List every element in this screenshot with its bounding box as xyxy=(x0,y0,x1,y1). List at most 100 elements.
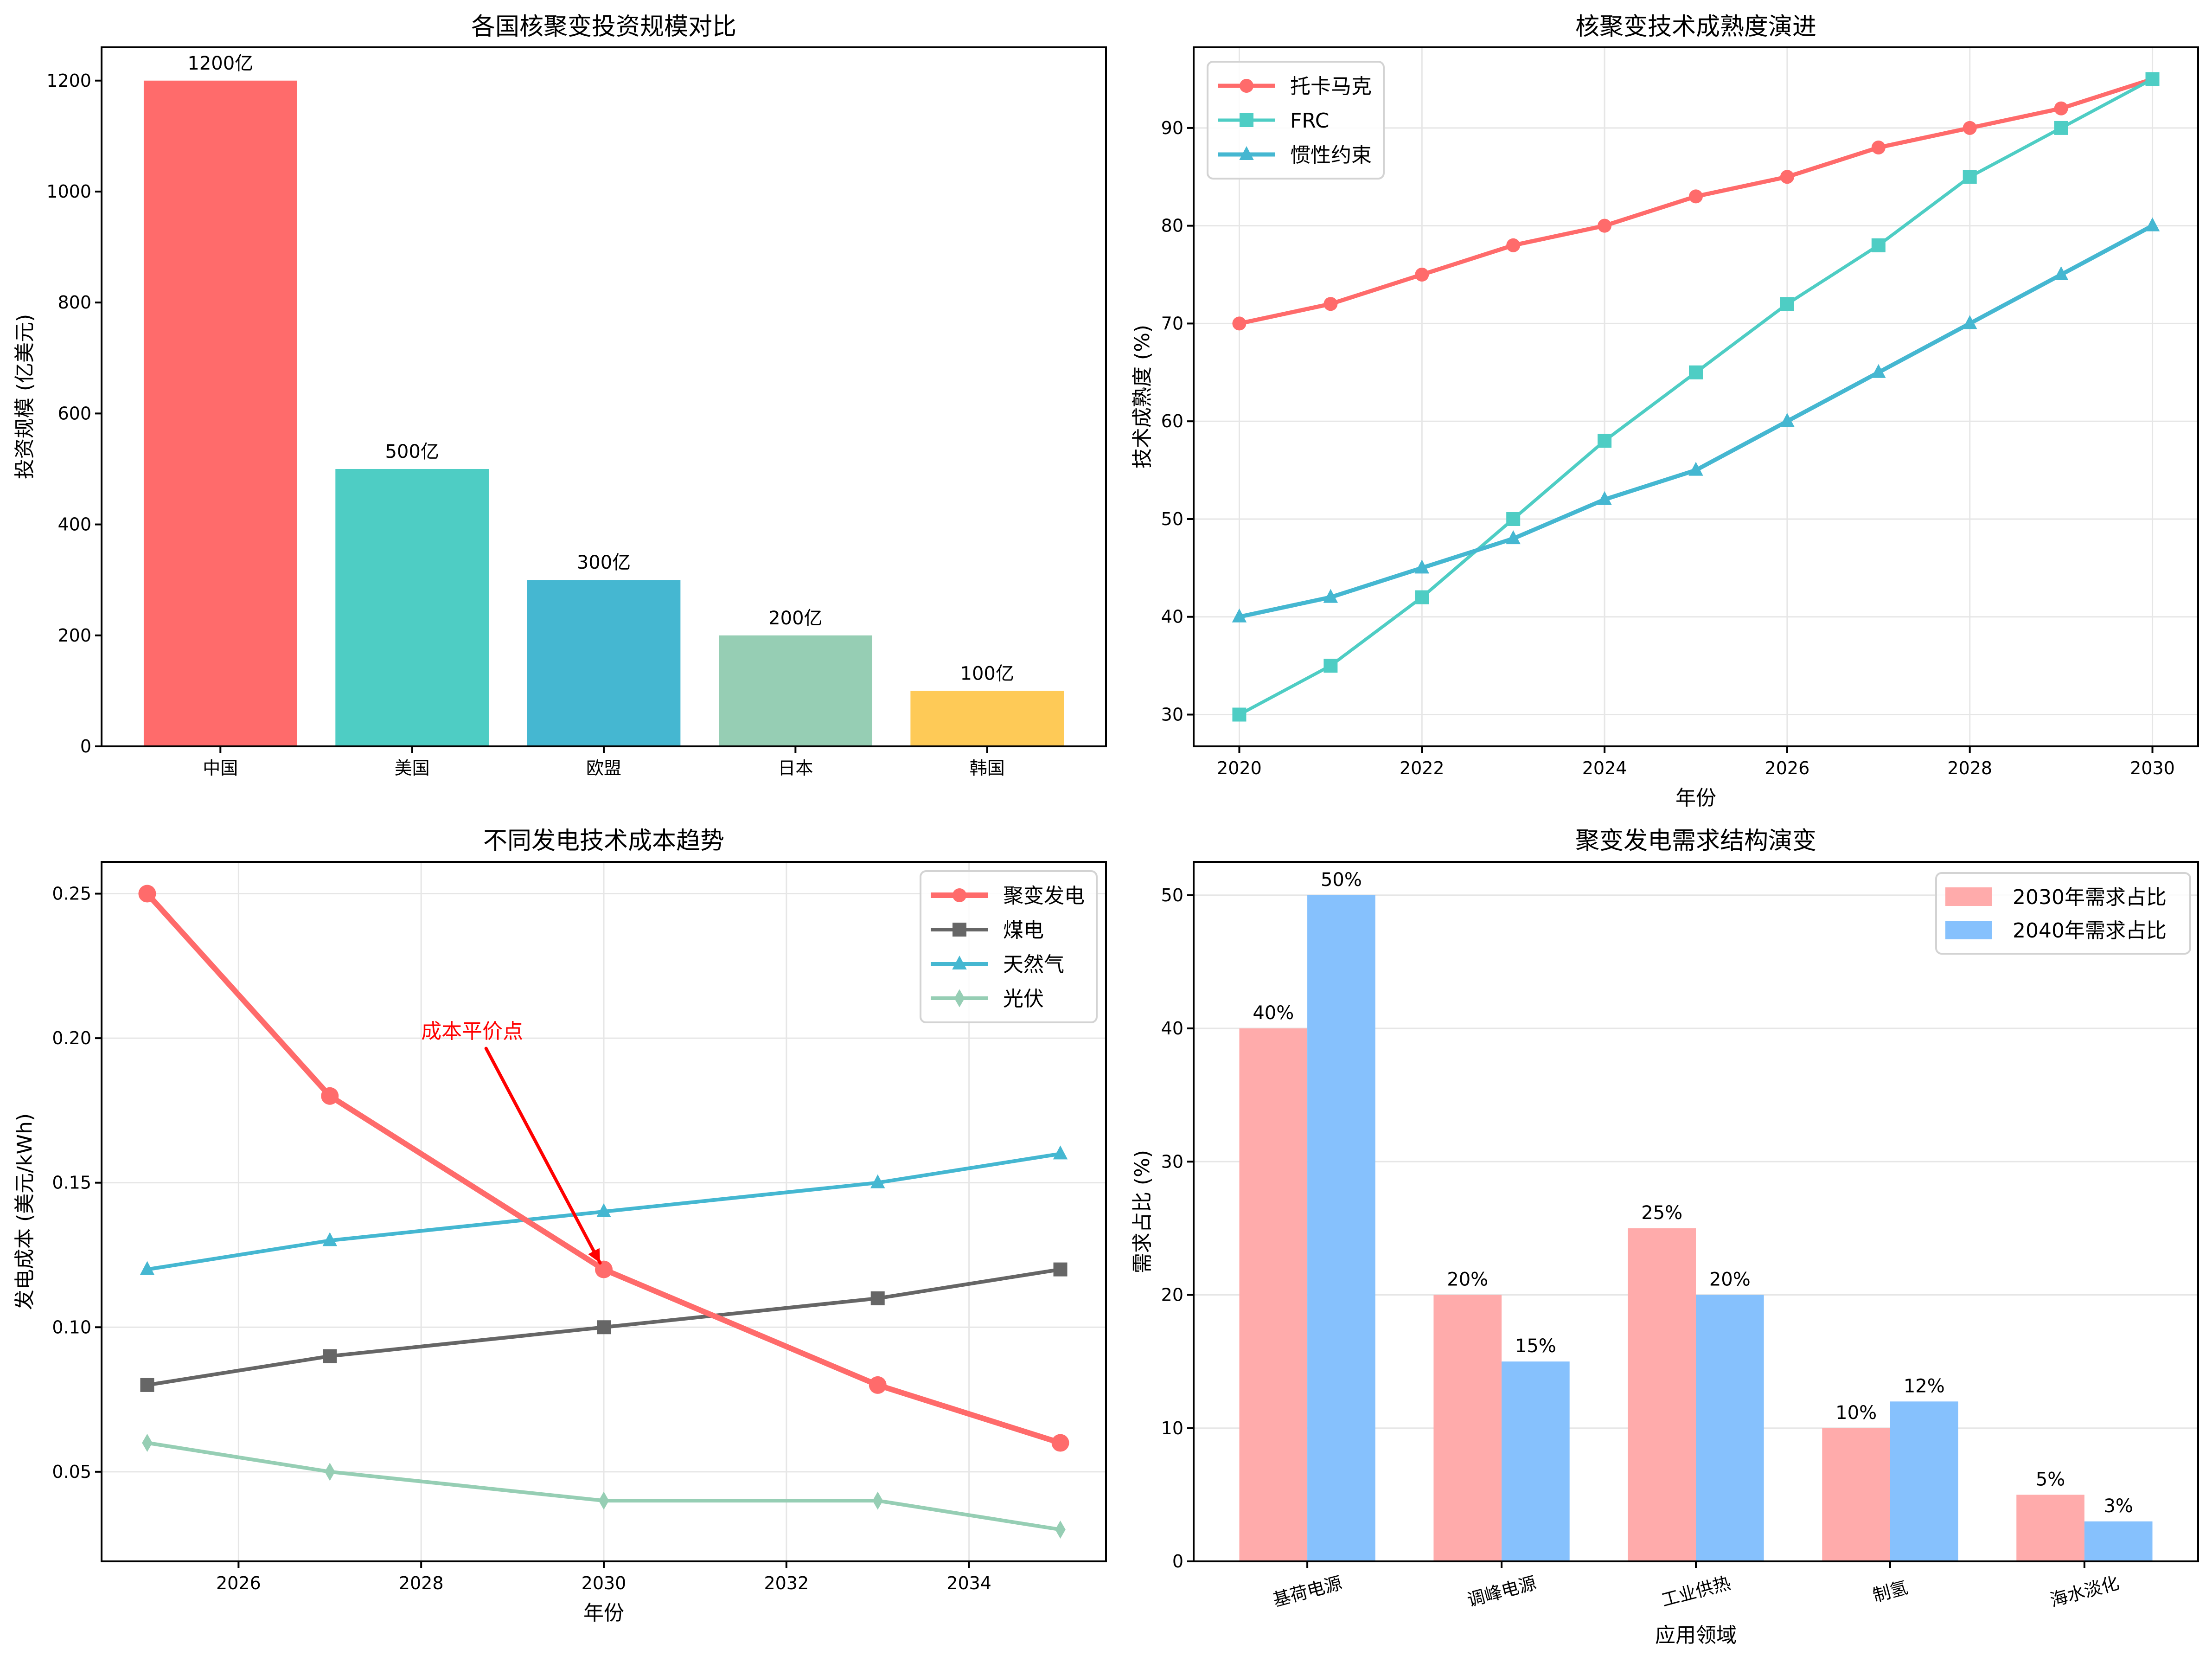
data-point xyxy=(2054,101,2068,116)
bar-value-label: 3% xyxy=(2103,1496,2133,1517)
series-triangle xyxy=(140,1145,1068,1275)
y-tick-label: 30 xyxy=(1161,705,1183,725)
bar xyxy=(1239,1028,1308,1561)
cost-chart: 不同发电技术成本趋势 年份 发电成本 (美元/kWh) 成本平价点 0.05 0.… xyxy=(13,827,1107,1625)
x-tick-label: 2030 xyxy=(2130,758,2175,778)
data-point xyxy=(870,1291,885,1305)
legend-item: 聚变发电 xyxy=(931,884,1085,908)
bar-value-label: 50% xyxy=(1321,869,1362,891)
plot-area-frame xyxy=(1193,46,2199,747)
data-point xyxy=(870,1174,885,1188)
data-point xyxy=(1689,189,1703,204)
data-point xyxy=(1053,1145,1068,1160)
chart-title: 核聚变技术成熟度演进 xyxy=(1575,13,1816,41)
y-tick-label: 90 xyxy=(1161,118,1183,138)
data-point xyxy=(1232,608,1247,623)
data-point xyxy=(1598,218,1612,233)
legend-item: FRC xyxy=(1218,109,1329,133)
data-point xyxy=(1506,512,1521,526)
data-point xyxy=(597,1320,611,1335)
data-point xyxy=(1963,170,1977,184)
series-diamond xyxy=(142,1434,1066,1539)
series-square xyxy=(1232,72,2160,722)
x-tick-label: 2024 xyxy=(1582,758,1627,778)
x-tick-label: 2032 xyxy=(764,1573,809,1593)
x-tick-label: 韩国 xyxy=(970,758,1005,778)
data-point xyxy=(1055,1520,1066,1539)
y-tick-label: 0.25 xyxy=(52,884,91,904)
data-point xyxy=(1688,462,1703,476)
data-point xyxy=(1780,413,1795,427)
y-tick-label: 0.05 xyxy=(52,1462,91,1482)
series-triangle xyxy=(1232,217,2160,623)
y-tick-label: 50 xyxy=(1161,885,1183,905)
legend-item: 天然气 xyxy=(931,953,1064,976)
data-point xyxy=(138,885,156,903)
data-point xyxy=(1597,491,1612,505)
y-tick-label: 1000 xyxy=(46,181,91,202)
x-axis-label: 年份 xyxy=(1675,786,1716,810)
bar-value-label: 15% xyxy=(1515,1335,1556,1357)
y-tick-label: 40 xyxy=(1161,607,1183,627)
data-point xyxy=(1871,364,1886,378)
series-1: 50% 15% 20% 12% 3% xyxy=(1307,869,2153,1561)
data-point xyxy=(1053,1262,1068,1277)
legend-marker xyxy=(1239,146,1254,160)
data-point xyxy=(322,1232,338,1246)
data-point xyxy=(1598,434,1612,448)
bar-value-label: 10% xyxy=(1835,1402,1877,1424)
legend-box xyxy=(1935,872,2191,955)
legend-label: 2030年需求占比 xyxy=(2013,886,2167,909)
bar-value-label: 20% xyxy=(1447,1269,1488,1290)
bar xyxy=(335,469,489,746)
data-point xyxy=(1414,559,1430,574)
bar xyxy=(910,691,1064,746)
bar-value-label: 5% xyxy=(2036,1469,2065,1490)
x-tick-label: 2020 xyxy=(1217,758,1262,778)
data-point xyxy=(321,1087,339,1105)
bar xyxy=(1890,1401,1958,1561)
x-tick-label: 2028 xyxy=(399,1573,444,1593)
data-point xyxy=(1415,590,1429,604)
legend-label: FRC xyxy=(1290,109,1329,133)
data-point xyxy=(1689,365,1703,379)
legend-item: 光伏 xyxy=(931,987,1044,1011)
bar-value-label: 500亿 xyxy=(385,441,439,462)
data-point xyxy=(869,1376,887,1394)
y-axis-label: 技术成熟度 (%) xyxy=(1131,325,1154,469)
bar-value-label: 20% xyxy=(1709,1269,1751,1290)
investment-chart: 各国核聚变投资规模对比 投资规模 (亿美元) 1200亿 500亿 300亿 200亿… xyxy=(13,13,1107,778)
data-point xyxy=(1323,297,1338,311)
data-point xyxy=(1323,659,1338,673)
bar xyxy=(1502,1361,1570,1561)
legend-item: 煤电 xyxy=(931,918,1044,942)
legend-label: 2040年需求占比 xyxy=(2013,919,2167,943)
legend-label: 光伏 xyxy=(1003,987,1044,1011)
data-point xyxy=(1962,315,1977,329)
legend-swatch xyxy=(1945,887,1992,906)
x-tick-label: 中国 xyxy=(203,758,238,778)
bar-value-label: 100亿 xyxy=(960,663,1014,684)
x-tick-label: 美国 xyxy=(395,758,430,778)
legend-item: 2040年需求占比 xyxy=(1945,919,2167,943)
data-point xyxy=(2145,72,2160,86)
x-tick-label: 2030 xyxy=(582,1573,627,1593)
bar xyxy=(2016,1495,2084,1561)
annotation-label: 成本平价点 xyxy=(421,1020,523,1043)
data-point xyxy=(1506,530,1521,545)
annotation-arrow-head xyxy=(588,1248,600,1263)
y-tick-label: 800 xyxy=(58,292,91,313)
plot-area-frame xyxy=(101,861,1107,1562)
y-tick-label: 200 xyxy=(58,625,91,646)
bar xyxy=(1433,1295,1502,1561)
data-point xyxy=(1323,589,1338,603)
y-tick-label: 0 xyxy=(80,736,91,757)
legend-box xyxy=(920,870,1098,1023)
bar xyxy=(1696,1295,1764,1561)
legend-marker xyxy=(953,923,966,937)
legend-marker xyxy=(954,989,965,1008)
data-point xyxy=(323,1349,337,1363)
series-circle xyxy=(138,885,1069,1452)
y-tick-label: 30 xyxy=(1161,1151,1183,1172)
chart-title: 聚变发电需求结构演变 xyxy=(1575,827,1816,855)
